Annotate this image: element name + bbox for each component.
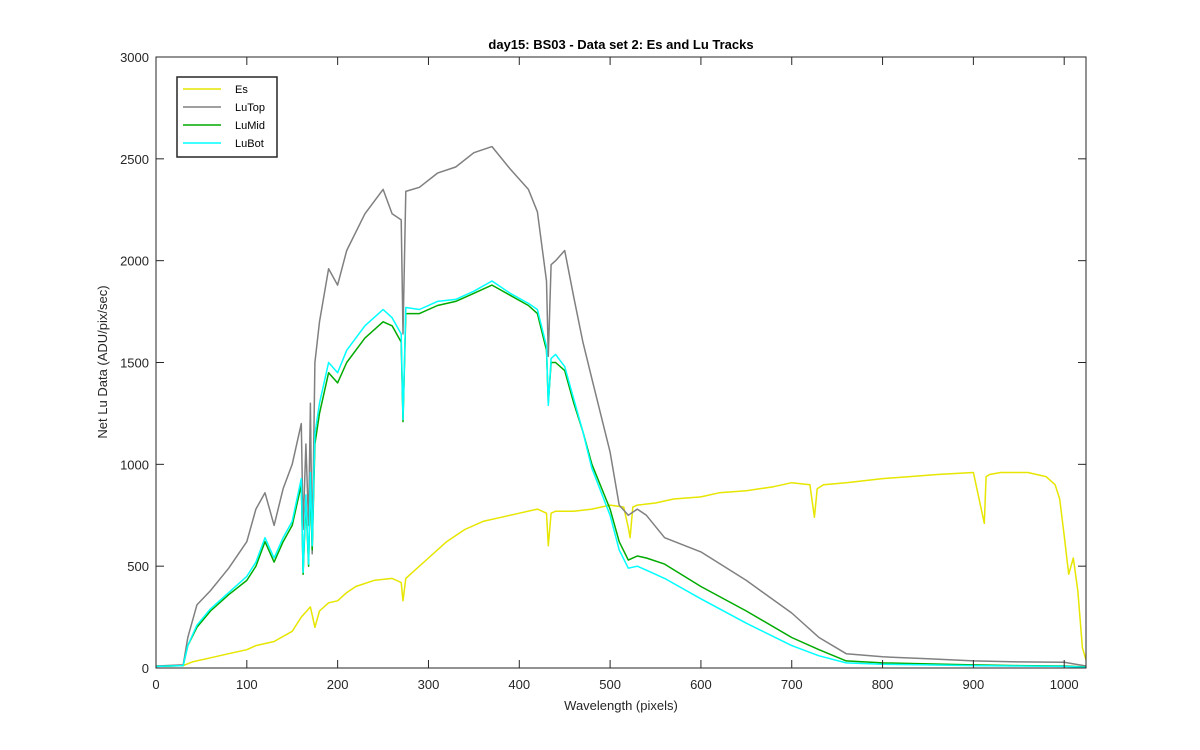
legend-label-lubot: LuBot [235, 138, 264, 150]
y-tick-label: 3000 [120, 50, 149, 65]
legend-label-es: Es [235, 84, 248, 96]
x-tick-label: 800 [872, 677, 894, 692]
legend-label-lutop: LuTop [235, 102, 265, 114]
x-tick-label: 900 [963, 677, 985, 692]
axes: 0 100 200 300 400 500 600 700 800 900 1000 0 500 1000… [120, 50, 1087, 692]
y-tick-label: 0 [142, 661, 149, 676]
series-layer [155, 145, 1087, 668]
plot-area [156, 57, 1086, 668]
series-line-lumid [155, 284, 1087, 668]
x-axis-title: Wavelength (pixels) [564, 698, 678, 713]
chart-title: day15: BS03 - Data set 2: Es and Lu Trac… [488, 37, 753, 52]
y-tick-label: 1500 [120, 356, 149, 371]
legend: Es LuTop LuMid LuBot [176, 76, 278, 158]
y-tick-label: 500 [127, 559, 149, 574]
x-tick-label: 500 [599, 677, 621, 692]
series-line-lutop [155, 145, 1087, 667]
x-tick-label: 300 [418, 677, 440, 692]
series-line-es [155, 471, 1087, 667]
x-tick-label: 200 [327, 677, 349, 692]
legend-label-lumid: LuMid [235, 120, 265, 132]
y-tick-label: 1000 [120, 457, 149, 472]
y-tick-label: 2000 [120, 254, 149, 269]
x-tick-label: 600 [690, 677, 712, 692]
series-line-lubot [155, 280, 1087, 668]
x-tick-label: 0 [152, 677, 159, 692]
y-axis-title: Net Lu Data (ADU/pix/sec) [95, 285, 110, 438]
x-tick-label: 700 [781, 677, 803, 692]
x-tick-label: 100 [236, 677, 258, 692]
x-tick-label: 1000 [1050, 677, 1079, 692]
x-tick-label: 400 [508, 677, 530, 692]
y-tick-label: 2500 [120, 152, 149, 167]
